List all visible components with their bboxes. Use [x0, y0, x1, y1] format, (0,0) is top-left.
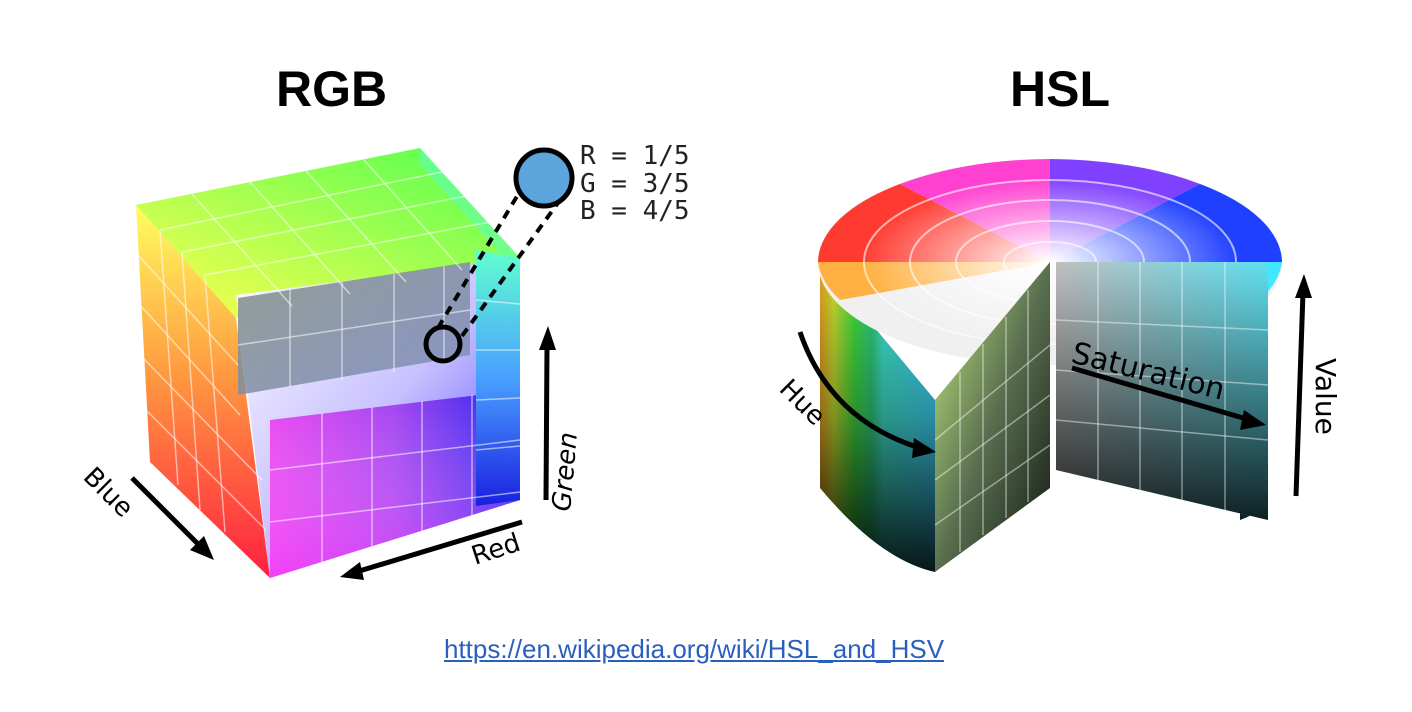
cube-left-face [136, 205, 270, 578]
cube-right-face [476, 250, 520, 506]
cylinder-left-shade [820, 262, 935, 572]
cube-lower-shade [270, 390, 520, 578]
axis-label-value: Value [1309, 358, 1342, 435]
sample-color-swatch [513, 147, 575, 209]
source-link[interactable]: https://en.wikipedia.org/wiki/HSL_and_HS… [444, 634, 945, 664]
hsl-title: HSL [1010, 61, 1110, 117]
rgb-cube: R = 1/5 G = 3/5 B = 4/5 Blue Red Green [77, 141, 690, 580]
cut-face-left [935, 262, 1050, 572]
rgb-title: RGB [276, 61, 388, 117]
readout-r: R = 1/5 [580, 141, 690, 171]
leader-line-lower [460, 198, 562, 338]
hsl-cylinder: Hue Saturation Value [773, 159, 1342, 572]
cube-cut-region [238, 262, 470, 395]
axis-label-blue: Blue [77, 462, 139, 524]
sample-marker-circle [423, 324, 463, 364]
leader-line-upper [436, 186, 524, 330]
cut-face-right-shade [1056, 262, 1268, 520]
readout-b: B = 4/5 [580, 196, 690, 226]
green-axis: Green [539, 326, 584, 513]
cube-grid [137, 159, 521, 562]
value-axis: Value [1293, 274, 1342, 497]
readout-g: G = 3/5 [580, 169, 690, 199]
cube-edge [420, 148, 520, 275]
axis-label-green: Green [547, 431, 584, 513]
cut-grid [934, 262, 1269, 552]
